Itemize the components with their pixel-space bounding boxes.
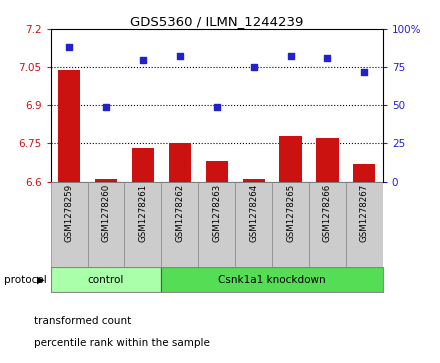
Point: [250, 64, 257, 70]
Point: [176, 54, 183, 60]
Bar: [346, 182, 383, 267]
Title: GDS5360 / ILMN_1244239: GDS5360 / ILMN_1244239: [130, 15, 304, 28]
Bar: [242, 179, 265, 182]
Bar: [316, 138, 338, 182]
Text: GSM1278261: GSM1278261: [138, 184, 147, 242]
Text: GSM1278263: GSM1278263: [212, 184, 221, 242]
Bar: [272, 182, 309, 267]
Point: [103, 104, 110, 110]
Bar: [169, 143, 191, 182]
Text: GSM1278264: GSM1278264: [249, 184, 258, 242]
Bar: [95, 179, 117, 182]
Point: [66, 44, 73, 50]
Text: GSM1278262: GSM1278262: [175, 184, 184, 242]
Point: [287, 54, 294, 60]
Bar: [51, 182, 88, 267]
Bar: [309, 182, 346, 267]
Bar: [88, 182, 125, 267]
Bar: [161, 182, 198, 267]
Bar: [279, 136, 301, 182]
Text: control: control: [88, 274, 124, 285]
Text: GSM1278259: GSM1278259: [65, 184, 73, 242]
Bar: [205, 161, 228, 182]
Bar: [198, 182, 235, 267]
Text: transformed count: transformed count: [34, 316, 132, 326]
Text: GSM1278265: GSM1278265: [286, 184, 295, 242]
Bar: [132, 148, 154, 182]
Bar: [51, 267, 161, 292]
Text: ▶: ▶: [37, 274, 45, 285]
Text: protocol: protocol: [4, 274, 47, 285]
Text: GSM1278267: GSM1278267: [360, 184, 369, 242]
Text: Csnk1a1 knockdown: Csnk1a1 knockdown: [218, 274, 326, 285]
Text: GSM1278266: GSM1278266: [323, 184, 332, 242]
Point: [213, 104, 220, 110]
Bar: [125, 182, 161, 267]
Point: [361, 69, 368, 75]
Text: percentile rank within the sample: percentile rank within the sample: [34, 338, 210, 348]
Bar: [353, 164, 375, 182]
Point: [139, 57, 147, 62]
Text: GSM1278260: GSM1278260: [102, 184, 110, 242]
Bar: [161, 267, 383, 292]
Bar: [235, 182, 272, 267]
Bar: [58, 70, 80, 182]
Point: [324, 55, 331, 61]
